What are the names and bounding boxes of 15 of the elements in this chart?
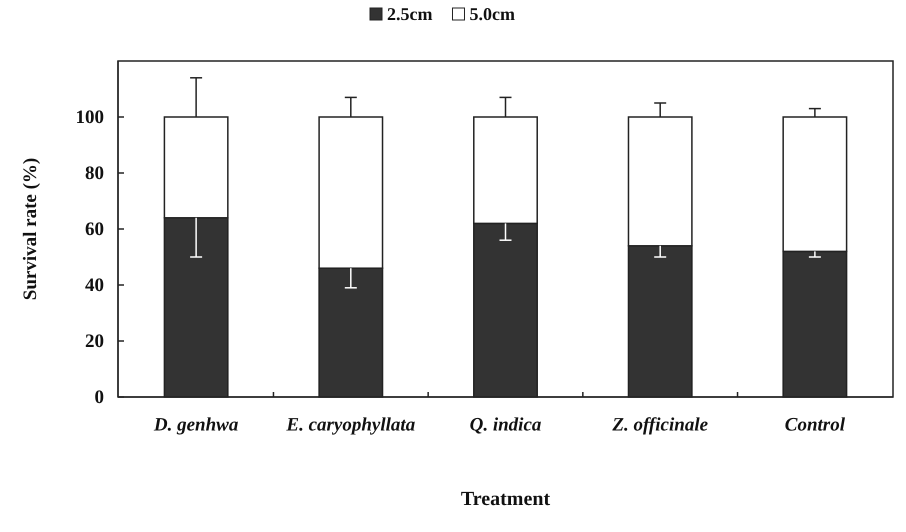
y-tick-label: 0 — [94, 387, 104, 408]
y-tick-label: 60 — [85, 219, 104, 240]
x-tick-label: Z. officinale — [611, 414, 709, 436]
y-tick-label: 20 — [85, 331, 104, 352]
legend-label: 2.5cm — [387, 4, 432, 24]
x-axis-title: Treatment — [460, 488, 550, 510]
x-tick-label: D. genhwa — [152, 414, 239, 436]
legend-label: 5.0cm — [469, 4, 515, 24]
y-tick-label: 80 — [85, 163, 104, 184]
y-axis-title: Survival rate (%) — [20, 158, 41, 300]
y-tick-label: 40 — [85, 275, 104, 296]
x-tick-label: Q. indica — [470, 414, 542, 436]
y-tick-label: 100 — [76, 107, 104, 128]
x-tick-label: E. caryophyllata — [285, 414, 416, 436]
x-tick-label: Control — [784, 414, 846, 436]
